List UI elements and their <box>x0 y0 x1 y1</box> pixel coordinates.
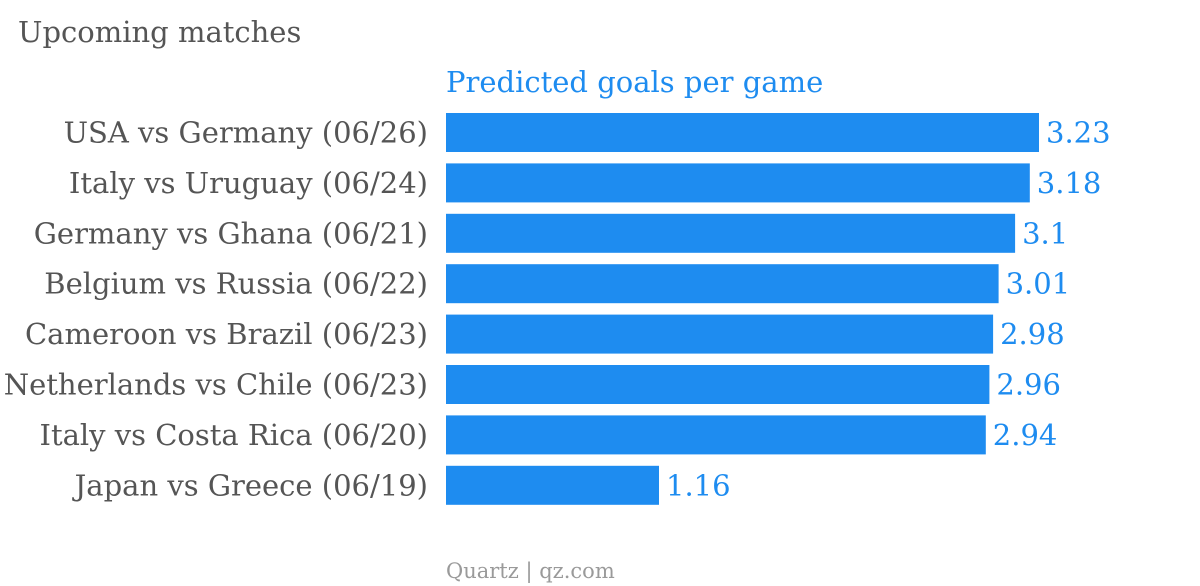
bar <box>446 213 1016 253</box>
category-label: Belgium vs Russia (06/22) <box>44 267 428 301</box>
bar <box>446 314 994 354</box>
value-label: 3.1 <box>1022 216 1068 250</box>
category-label: Italy vs Costa Rica (06/20) <box>39 418 428 452</box>
category-label: Italy vs Uruguay (06/24) <box>69 166 428 200</box>
bar <box>446 415 986 455</box>
category-label: Netherlands vs Chile (06/23) <box>4 368 428 402</box>
value-label: 1.16 <box>666 468 731 502</box>
value-label: 2.94 <box>993 418 1058 452</box>
category-label: Japan vs Greece (06/19) <box>72 468 428 502</box>
category-label: Germany vs Ghana (06/21) <box>34 216 428 250</box>
bar <box>446 264 999 304</box>
value-label: 2.98 <box>1000 317 1065 351</box>
category-label: USA vs Germany (06/26) <box>64 116 428 150</box>
value-label: 3.01 <box>1006 267 1071 301</box>
value-label: 3.23 <box>1046 116 1111 150</box>
bar <box>446 365 990 404</box>
series-label: Predicted goals per game <box>446 65 823 99</box>
bar <box>446 113 1039 152</box>
bars-group: USA vs Germany (06/26) 3.23 Italy vs Urugu… <box>4 113 1111 505</box>
category-label: Cameroon vs Brazil (06/23) <box>25 317 428 351</box>
source-credit: Quartz | qz.com <box>446 559 615 584</box>
bar <box>446 163 1030 203</box>
value-label: 2.96 <box>996 368 1061 402</box>
value-label: 3.18 <box>1037 166 1102 200</box>
chart-title: Upcoming matches <box>18 15 301 49</box>
bar <box>446 465 659 505</box>
